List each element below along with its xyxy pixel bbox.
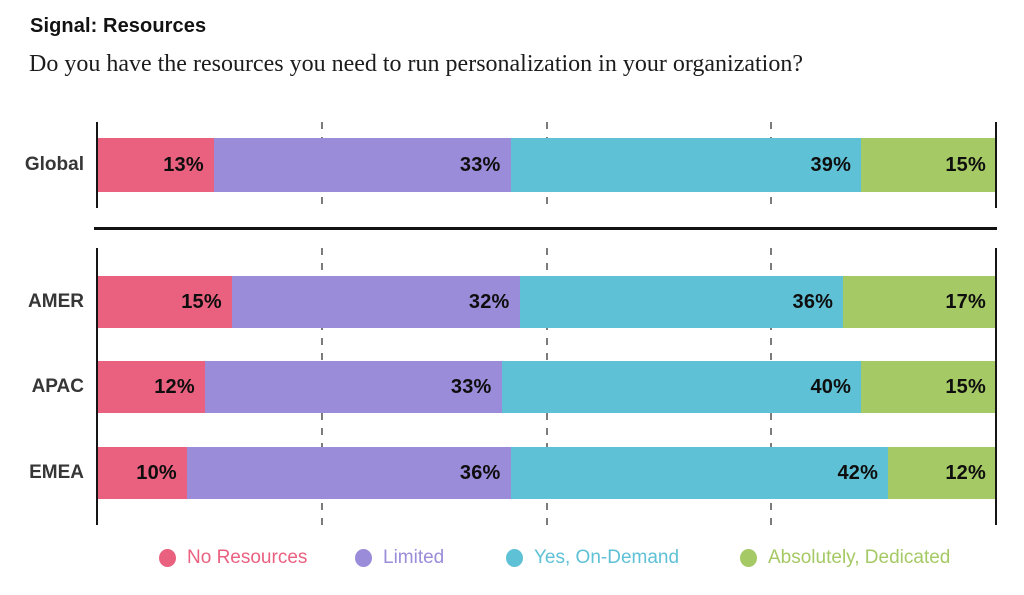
segment-value-amer-limited: 32% [468,290,510,313]
bar-row-amer: AMER 15% 32% 36% 17% [28,276,996,328]
legend-dot-icon [740,549,757,567]
segment-value-emea-no-resources: 10% [136,461,177,484]
legend-label-yes-on-demand: Yes, On-Demand [534,547,680,568]
segment-limited: 36% [186,447,511,499]
segment-yes-on-demand: 36% [519,276,844,328]
segment-value-amer-absolutely-dedicated: 17% [945,290,986,313]
bar-row-apac: APAC 12% 33% 40% 15% [32,361,996,413]
global-chart: Global 13% 33% 39% 15% [25,122,997,208]
segment-absolutely-dedicated: 15% [861,361,996,413]
legend-item-limited: Limited [355,543,444,573]
segment-value-emea-yes-on-demand: 42% [837,461,879,484]
segment-value-apac-limited: 33% [450,375,492,398]
regions-chart: AMER 15% 32% 36% 17% APAC 12% 33% 40% 15% EMEA 10% 3… [28,248,997,525]
bar-row-emea: EMEA 10% 36% 42% 12% [29,447,996,499]
axis-line-right [995,248,997,525]
segment-yes-on-demand: 42% [510,447,889,499]
segment-value-apac-yes-on-demand: 40% [810,375,852,398]
legend-item-absolutely-dedicated: Absolutely, Dedicated [740,543,950,573]
legend-label-no-resources: No Resources [187,547,308,568]
bar-row-global: Global 13% 33% 39% 15% [25,138,996,192]
segment-value-global-yes-on-demand: 39% [810,153,852,176]
segment-value-emea-limited: 36% [459,461,501,484]
segment-no-resources: 12% [97,361,205,413]
segment-limited: 32% [231,276,520,328]
legend-item-no-resources: No Resources [159,543,307,573]
axis-line-right [995,122,997,208]
legend-dot-icon [159,549,176,567]
legend: No Resources Limited Yes, On-Demand Absolut… [0,543,1024,573]
row-label-apac: APAC [31,376,84,397]
segment-value-amer-yes-on-demand: 36% [792,290,834,313]
segment-no-resources: 15% [97,276,232,328]
segment-no-resources: 10% [97,447,187,499]
segment-value-apac-absolutely-dedicated: 15% [945,375,986,398]
row-label-global: Global [24,154,84,175]
legend-item-yes-on-demand: Yes, On-Demand [506,543,679,573]
segment-limited: 33% [213,138,511,192]
legend-dot-icon [506,549,523,567]
segment-value-amer-no-resources: 15% [181,290,222,313]
segment-yes-on-demand: 39% [510,138,862,192]
segment-absolutely-dedicated: 12% [888,447,996,499]
chart-separator [94,227,997,230]
segment-value-apac-no-resources: 12% [154,375,195,398]
survey-question: Do you have the resources you need to ru… [29,51,803,77]
segment-yes-on-demand: 40% [501,361,862,413]
legend-label-absolutely-dedicated: Absolutely, Dedicated [768,547,951,568]
axis-line-left [96,122,98,208]
segment-value-global-no-resources: 13% [163,153,204,176]
segment-value-emea-absolutely-dedicated: 12% [945,461,986,484]
legend-dot-icon [355,549,372,567]
page-title: Signal: Resources [30,15,207,37]
segment-value-global-absolutely-dedicated: 15% [945,153,986,176]
segment-absolutely-dedicated: 17% [843,276,996,328]
segment-value-global-limited: 33% [459,153,501,176]
row-label-emea: EMEA [29,462,84,483]
row-label-amer: AMER [28,291,84,312]
axis-line-left [96,248,98,525]
segment-limited: 33% [204,361,502,413]
segment-absolutely-dedicated: 15% [861,138,996,192]
legend-label-limited: Limited [383,547,445,568]
segment-no-resources: 13% [97,138,214,192]
